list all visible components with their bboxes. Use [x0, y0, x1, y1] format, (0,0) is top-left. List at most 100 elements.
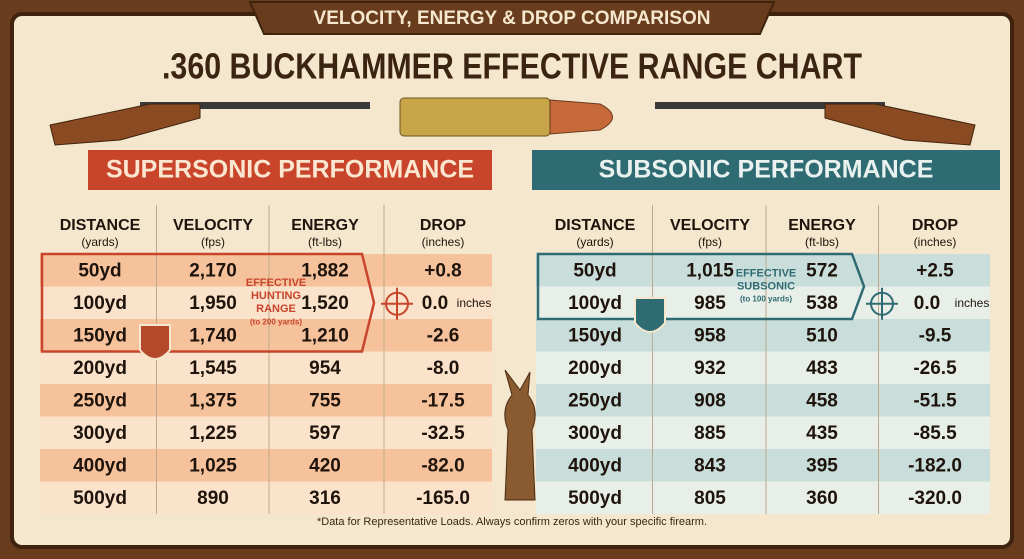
table-cell: 400yd — [73, 455, 127, 476]
table-cell: 50yd — [573, 260, 616, 281]
table-cell: 885 — [694, 423, 726, 444]
table-cell: 1,520 — [301, 293, 349, 314]
table-row — [536, 384, 990, 417]
table-cell: 2,170 — [189, 260, 237, 281]
table-cell: 805 — [694, 488, 726, 509]
shield-icon — [634, 297, 666, 333]
table-cell: 100yd — [73, 293, 127, 314]
table-cell: -17.5 — [421, 390, 465, 411]
table-cell: 395 — [806, 455, 838, 476]
column-name: DROP — [912, 217, 959, 234]
annotation: EFFECTIVE — [246, 277, 307, 289]
table-cell: 150yd — [73, 325, 127, 346]
table-row — [536, 286, 990, 319]
table-cell: 458 — [806, 390, 838, 411]
column-unit: (inches) — [422, 235, 465, 249]
section-header — [532, 150, 1000, 190]
table-cell: 932 — [694, 358, 726, 379]
table-cell: 1,740 — [189, 325, 237, 346]
table-cell: 0.0 — [422, 293, 448, 314]
table-row — [40, 481, 492, 514]
cartridge — [399, 97, 613, 137]
column-unit: (yards) — [81, 235, 118, 249]
table-cell: 250yd — [568, 390, 622, 411]
table-cell: -165.0 — [416, 488, 470, 509]
table-cell: 954 — [309, 358, 341, 379]
table-cell: 200yd — [568, 358, 622, 379]
table-row — [40, 449, 492, 482]
table-cell: 420 — [309, 455, 341, 476]
table-cell: 300yd — [73, 423, 127, 444]
table-cell: 890 — [197, 488, 229, 509]
zero-unit: inches — [955, 296, 990, 310]
table-cell: 843 — [694, 455, 726, 476]
footnote: *Data for Representative Loads. Always c… — [317, 516, 707, 528]
table-cell: 500yd — [568, 488, 622, 509]
section-header — [88, 150, 492, 190]
table-cell: 360 — [806, 488, 838, 509]
table-row — [536, 449, 990, 482]
section-heading: SUPERSONIC PERFORMANCE — [106, 156, 474, 184]
section-heading: SUBSONIC PERFORMANCE — [599, 156, 934, 184]
zero-unit: inches — [457, 296, 492, 310]
table-cell: -9.5 — [919, 325, 952, 346]
column-unit: (yards) — [576, 235, 613, 249]
table-cell: 755 — [309, 390, 341, 411]
table-cell: -51.5 — [913, 390, 957, 411]
table-cell: -82.0 — [421, 455, 464, 476]
table-row — [40, 319, 492, 352]
table-cell: 300yd — [568, 423, 622, 444]
table-cell: 572 — [806, 260, 838, 281]
table-cell: 400yd — [568, 455, 622, 476]
column-unit: (inches) — [914, 235, 957, 249]
column-name: ENERGY — [788, 217, 856, 234]
subtitle-banner — [248, 0, 776, 35]
table-cell: 1,950 — [189, 293, 237, 314]
table-cell: 100yd — [568, 293, 622, 314]
column-name: VELOCITY — [670, 217, 750, 234]
column-unit: (ft-lbs) — [308, 235, 342, 249]
table-cell: 1,545 — [189, 358, 237, 379]
column-name: DISTANCE — [60, 217, 141, 234]
rifle-left — [49, 102, 370, 146]
annotation: (to 200 yards) — [250, 317, 302, 326]
table-cell: 1,025 — [189, 455, 237, 476]
table-cell: -85.5 — [913, 423, 957, 444]
table-cell: 908 — [694, 390, 726, 411]
column-name: DROP — [420, 217, 467, 234]
table-cell: 1,210 — [301, 325, 349, 346]
table-cell: +0.8 — [424, 260, 462, 281]
table-cell: -32.5 — [421, 423, 465, 444]
table-row — [536, 319, 990, 352]
table-cell: 500yd — [73, 488, 127, 509]
table-cell: 150yd — [568, 325, 622, 346]
table-cell: 316 — [309, 488, 341, 509]
subtitle: VELOCITY, ENERGY & DROP COMPARISON — [314, 8, 711, 29]
table-cell: +2.5 — [916, 260, 954, 281]
column-unit: (fps) — [201, 235, 225, 249]
table-row — [536, 351, 990, 384]
annotation: (to 100 yards) — [740, 295, 792, 304]
table-cell: -182.0 — [908, 455, 962, 476]
table-cell: 1,015 — [686, 260, 734, 281]
table-cell: 597 — [309, 423, 341, 444]
title: .360 BUCKHAMMER EFFECTIVE RANGE CHART — [162, 46, 862, 87]
table-cell: 538 — [806, 293, 838, 314]
column-name: VELOCITY — [173, 217, 253, 234]
annotation: HUNTING — [251, 290, 301, 302]
table-row — [536, 481, 990, 514]
table-row — [40, 351, 492, 384]
table-cell: -8.0 — [427, 358, 460, 379]
table-cell: 958 — [694, 325, 726, 346]
effective-range-box — [40, 252, 376, 353]
table-row — [40, 384, 492, 417]
table-row — [536, 254, 990, 287]
table-cell: 1,882 — [301, 260, 349, 281]
annotation: EFFECTIVE — [736, 267, 797, 279]
effective-range-box — [536, 252, 866, 321]
column-unit: (fps) — [698, 235, 722, 249]
table-cell: 250yd — [73, 390, 127, 411]
table-row — [40, 286, 492, 319]
column-name: ENERGY — [291, 217, 359, 234]
